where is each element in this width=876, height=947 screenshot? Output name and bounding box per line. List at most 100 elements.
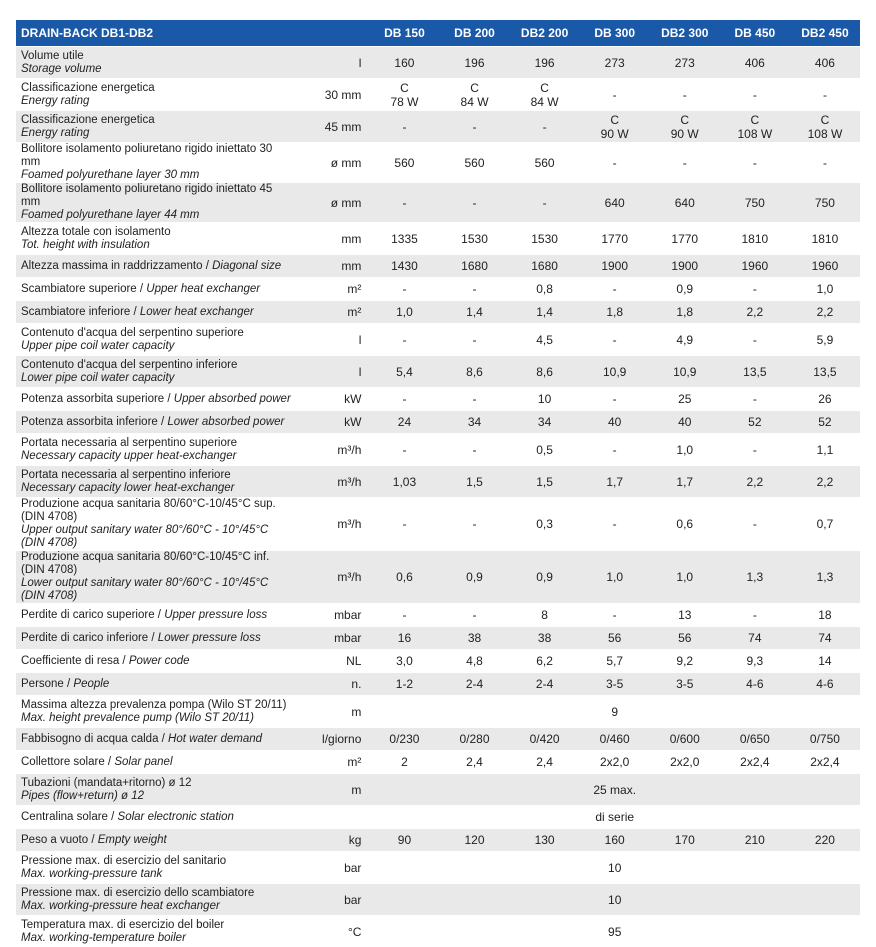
row-value: 130 — [510, 829, 580, 852]
model-header: DB 150 — [369, 20, 439, 47]
row-value: - — [720, 604, 790, 627]
row-value: - — [650, 79, 720, 111]
label-italian: Bollitore isolamento poliuretano rigido … — [21, 143, 294, 169]
row-value: 1,8 — [650, 301, 720, 324]
value-line: 90 W — [650, 127, 720, 141]
row-value-all-models: 9 — [369, 696, 860, 728]
label-italian: Scambiatore inferiore / — [21, 306, 140, 318]
label-english: Max. working-temperature boiler — [21, 932, 294, 945]
table-row: Massima altezza prevalenza pompa (Wilo S… — [16, 696, 860, 728]
row-value: 1810 — [720, 223, 790, 255]
value-line: C — [510, 81, 580, 95]
label-italian: Pressione max. di esercizio dello scambi… — [21, 887, 294, 900]
table-row: Fabbisogno di acqua calda / Hot water de… — [16, 728, 860, 751]
row-value: 196 — [439, 47, 509, 79]
label-italian: Altezza massima in raddrizzamento / — [21, 260, 212, 272]
table-row: Centralina solare / Solar electronic sta… — [16, 806, 860, 829]
row-unit: m³/h — [294, 466, 369, 498]
row-unit: mm — [294, 223, 369, 255]
row-value: 4,9 — [650, 324, 720, 356]
row-value: - — [580, 388, 650, 411]
row-label: Coefficiente di resa / Power code — [16, 650, 294, 673]
row-label: Temperatura max. di esercizio del boiler… — [16, 916, 294, 947]
row-value: 1900 — [580, 255, 650, 278]
label-english: Power code — [129, 655, 190, 667]
row-value: - — [439, 278, 509, 301]
label-italian: Produzione acqua sanitaria 80/60°C-10/45… — [21, 498, 294, 524]
row-value: 0,8 — [510, 278, 580, 301]
row-value: 52 — [790, 411, 860, 434]
row-value: 1,0 — [650, 551, 720, 604]
row-value: - — [580, 498, 650, 551]
row-value: 13 — [650, 604, 720, 627]
label-italian: Coefficiente di resa / — [21, 655, 129, 667]
row-value: - — [439, 604, 509, 627]
row-label: Collettore solare / Solar panel — [16, 751, 294, 774]
table-row: Produzione acqua sanitaria 80/60°C-10/45… — [16, 551, 860, 604]
label-english: Solar panel — [114, 756, 172, 768]
label-italian: Portata necessaria al serpentino superio… — [21, 437, 294, 450]
row-value: 0,9 — [439, 551, 509, 604]
table-row: Perdite di carico inferiore / Lower pres… — [16, 627, 860, 650]
row-unit: m² — [294, 278, 369, 301]
model-header: DB2 450 — [790, 20, 860, 47]
row-value: 2,2 — [720, 466, 790, 498]
row-value: 750 — [790, 183, 860, 223]
table-row: Potenza assorbita inferiore / Lower abso… — [16, 411, 860, 434]
table-row: Potenza assorbita superiore / Upper abso… — [16, 388, 860, 411]
row-value: - — [790, 143, 860, 183]
row-unit: NL — [294, 650, 369, 673]
row-value: 34 — [439, 411, 509, 434]
row-value: 1960 — [720, 255, 790, 278]
row-value: 3-5 — [580, 673, 650, 696]
row-label: Centralina solare / Solar electronic sta… — [16, 806, 294, 829]
table-row: Temperatura max. di esercizio del boiler… — [16, 916, 860, 947]
row-label: Peso a vuoto / Empty weight — [16, 829, 294, 852]
row-value: 3,0 — [369, 650, 439, 673]
label-italian: Altezza totale con isolamento — [21, 226, 294, 239]
label-italian: Perdite di carico inferiore / — [21, 632, 158, 644]
row-value: 2x2,4 — [720, 751, 790, 774]
row-value-all-models: 25 max. — [369, 774, 860, 806]
label-english: Max. working-pressure heat exchanger — [21, 900, 294, 913]
value-line: 108 W — [790, 127, 860, 141]
label-english: Energy rating — [21, 95, 294, 108]
label-english: Storage volume — [21, 63, 294, 76]
label-italian: Tubazioni (mandata+ritorno) ø 12 — [21, 777, 294, 790]
row-value: - — [580, 278, 650, 301]
row-value: 10 — [510, 388, 580, 411]
row-value: 4-6 — [790, 673, 860, 696]
row-label: Scambiatore inferiore / Lower heat excha… — [16, 301, 294, 324]
row-value: - — [369, 324, 439, 356]
value-line: 108 W — [720, 127, 790, 141]
row-value: - — [790, 79, 860, 111]
label-english: Pipes (flow+return) ø 12 — [21, 790, 294, 803]
row-unit: m³/h — [294, 551, 369, 604]
row-value: 120 — [439, 829, 509, 852]
label-english: Lower heat exchanger — [140, 306, 254, 318]
row-unit: kW — [294, 411, 369, 434]
row-value: 2 — [369, 751, 439, 774]
row-unit: m³/h — [294, 498, 369, 551]
label-english: Necessary capacity upper heat-exchanger — [21, 450, 294, 463]
row-value: 9,2 — [650, 650, 720, 673]
row-value: 90 — [369, 829, 439, 852]
row-value: 1,5 — [439, 466, 509, 498]
label-italian: Massima altezza prevalenza pompa (Wilo S… — [21, 699, 294, 712]
row-value: 1960 — [790, 255, 860, 278]
row-unit: ø mm — [294, 143, 369, 183]
row-value: - — [580, 79, 650, 111]
row-unit: 45 mm — [294, 111, 369, 143]
label-italian: Classificazione energetica — [21, 114, 294, 127]
row-value: 13,5 — [720, 356, 790, 388]
row-value: 74 — [790, 627, 860, 650]
row-value: 2,4 — [439, 751, 509, 774]
row-value: 560 — [439, 143, 509, 183]
label-english: Upper pipe coil water capacity — [21, 340, 294, 353]
row-value: - — [720, 79, 790, 111]
row-unit: m² — [294, 301, 369, 324]
